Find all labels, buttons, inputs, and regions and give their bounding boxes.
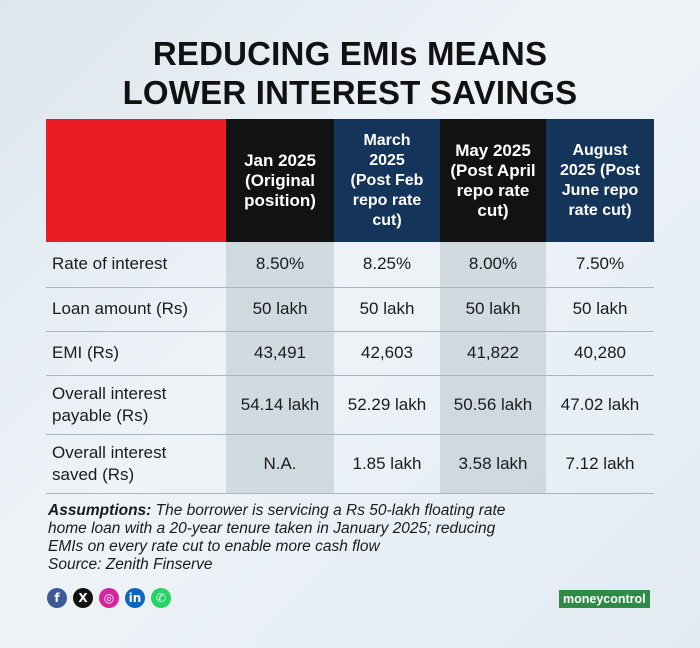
value-cell: 1.85 lakh <box>334 434 440 494</box>
assumptions-note: Assumptions: The borrower is servicing a… <box>48 502 648 574</box>
value-cell: 47.02 lakh <box>546 375 654 435</box>
whatsapp-icon[interactable]: ✆ <box>151 588 171 608</box>
row-rate-of-interest: Rate of interest 8.50% 8.25% 8.00% 7.50% <box>46 242 654 288</box>
value-cell: 54.14 lakh <box>226 375 334 435</box>
value-cell: N.A. <box>226 434 334 494</box>
facebook-icon[interactable]: f <box>47 588 67 608</box>
row-label: Overall interest payable (Rs) <box>46 375 226 435</box>
row-label: Overall interest saved (Rs) <box>46 434 226 494</box>
title-line-2: LOWER INTEREST SAVINGS <box>122 74 578 111</box>
value-cell: 50 lakh <box>226 287 334 332</box>
row-interest-saved: Overall interest saved (Rs) N.A. 1.85 lak… <box>46 434 654 494</box>
moneycontrol-logo: moneycontrol <box>559 590 650 608</box>
header-row: Jan 2025 (Original position) March 2025 … <box>46 119 654 242</box>
source-line: Source: Zenith Finserve <box>48 556 213 573</box>
value-cell: 8.00% <box>440 242 546 288</box>
row-loan-amount: Loan amount (Rs) 50 lakh 50 lakh 50 lakh… <box>46 287 654 332</box>
value-cell: 8.50% <box>226 242 334 288</box>
row-interest-payable: Overall interest payable (Rs) 54.14 lakh … <box>46 375 654 435</box>
social-icons: f X ◎ in ✆ <box>47 588 171 608</box>
row-label: Rate of interest <box>46 242 226 288</box>
assumptions-label: Assumptions: <box>48 502 152 519</box>
instagram-icon[interactable]: ◎ <box>99 588 119 608</box>
value-cell: 7.12 lakh <box>546 434 654 494</box>
header-august-2025: August 2025 (Post June repo rate cut) <box>546 119 654 242</box>
value-cell: 50 lakh <box>440 287 546 332</box>
value-cell: 8.25% <box>334 242 440 288</box>
header-blank-cell <box>46 119 226 242</box>
header-jan-2025: Jan 2025 (Original position) <box>226 119 334 242</box>
page-title: REDUCING EMIs MEANS LOWER INTEREST SAVIN… <box>0 34 700 112</box>
value-cell: 41,822 <box>440 331 546 376</box>
row-label: EMI (Rs) <box>46 331 226 376</box>
value-cell: 40,280 <box>546 331 654 376</box>
x-icon[interactable]: X <box>73 588 93 608</box>
value-cell: 3.58 lakh <box>440 434 546 494</box>
value-cell: 50.56 lakh <box>440 375 546 435</box>
header-march-2025: March 2025 (Post Feb repo rate cut) <box>334 119 440 242</box>
value-cell: 43,491 <box>226 331 334 376</box>
row-emi: EMI (Rs) 43,491 42,603 41,822 40,280 <box>46 331 654 376</box>
title-line-1: REDUCING EMIs MEANS <box>152 35 548 72</box>
value-cell: 50 lakh <box>546 287 654 332</box>
value-cell: 7.50% <box>546 242 654 288</box>
value-cell: 42,603 <box>334 331 440 376</box>
comparison-table: Jan 2025 (Original position) March 2025 … <box>46 119 654 494</box>
header-may-2025: May 2025 (Post April repo rate cut) <box>440 119 546 242</box>
row-label: Loan amount (Rs) <box>46 287 226 332</box>
value-cell: 52.29 lakh <box>334 375 440 435</box>
value-cell: 50 lakh <box>334 287 440 332</box>
linkedin-icon[interactable]: in <box>125 588 145 608</box>
